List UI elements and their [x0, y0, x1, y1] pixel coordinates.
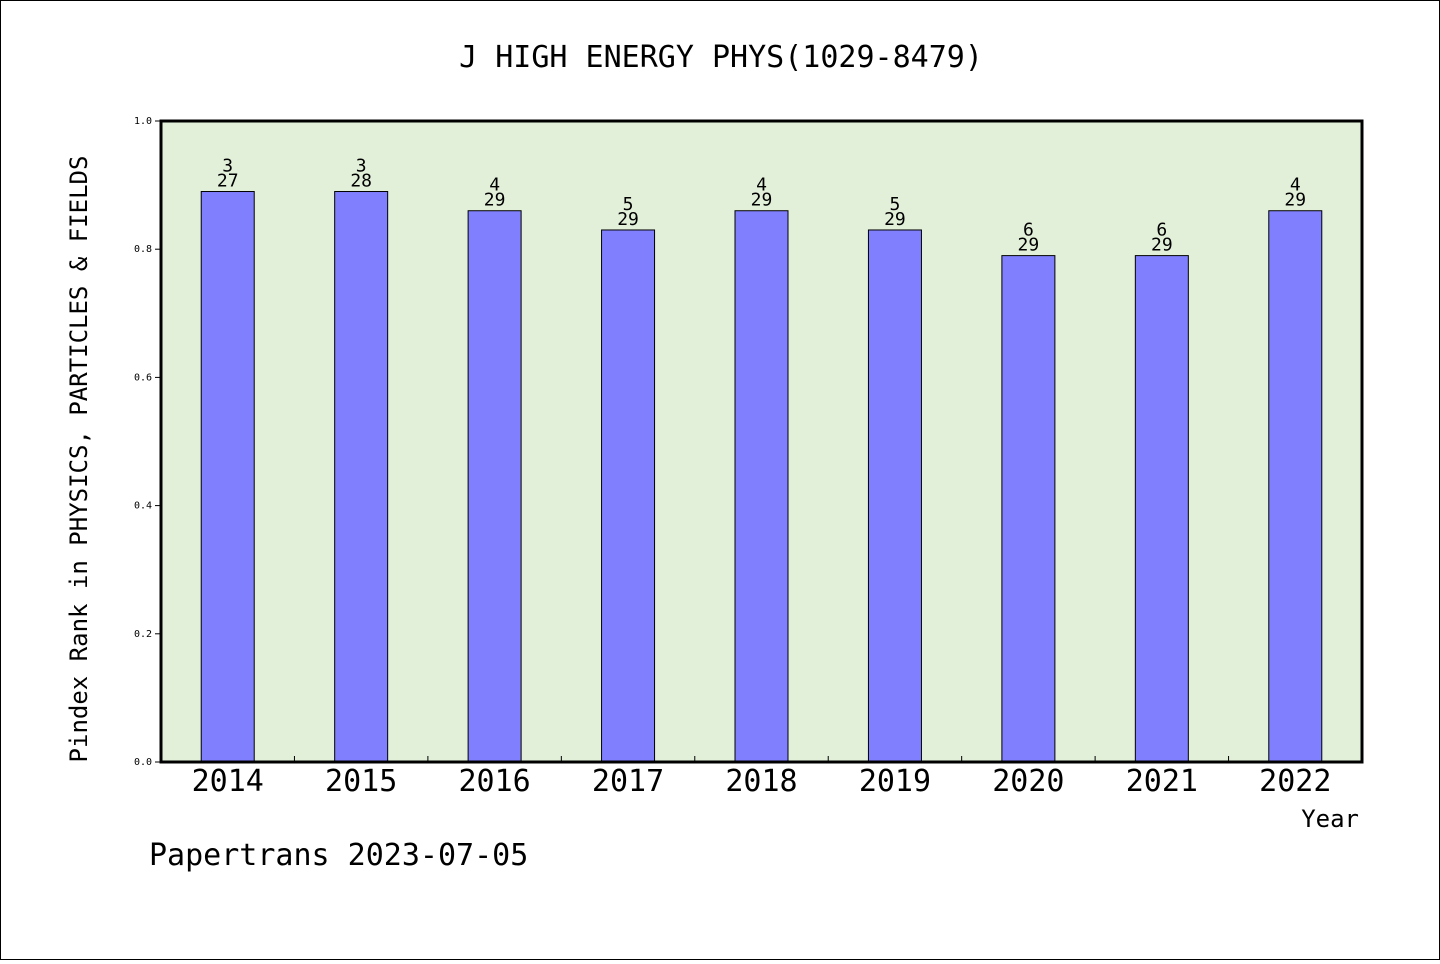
bar-2018	[734, 210, 789, 763]
bar-rank-label: 6	[1156, 220, 1167, 241]
bar-total-label: 27	[217, 171, 239, 192]
y-tick-label: 1.0	[134, 116, 152, 127]
bar-2015	[334, 191, 389, 763]
x-tick-label: 2017	[592, 764, 664, 799]
plot-border	[159, 119, 1364, 764]
bar-total-label: 29	[1284, 190, 1306, 211]
bar-rank-label: 3	[222, 156, 233, 177]
x-tick-label: 2022	[1259, 764, 1331, 799]
bar-total-label: 29	[884, 209, 906, 230]
bar-total-label: 29	[484, 190, 506, 211]
y-tick-label: 0.2	[134, 629, 152, 640]
x-tick-label: 2019	[859, 764, 931, 799]
bar-rank-label: 4	[756, 175, 767, 196]
bar-2021	[1134, 255, 1189, 763]
bar-total-label: 29	[1151, 235, 1173, 256]
bar-rank-label: 3	[356, 156, 367, 177]
bar-total-label: 29	[1018, 235, 1040, 256]
x-tick-label: 2018	[725, 764, 797, 799]
y-axis: 0.0 0.2 0.4 0.6 0.8 1.0	[134, 116, 161, 768]
x-tick-label: 2021	[1126, 764, 1198, 799]
bar-2020	[1001, 255, 1056, 763]
bar-rank-label: 4	[1290, 175, 1301, 196]
bar-2014	[200, 191, 255, 763]
bar-total-label: 29	[751, 190, 773, 211]
bar-total-label: 28	[350, 171, 372, 192]
bar-2019	[867, 229, 922, 763]
footer-credit: Papertrans 2023-07-05	[149, 838, 528, 873]
bar-2017	[601, 229, 656, 763]
x-tick-label: 2016	[458, 764, 530, 799]
x-axis: 2014 2015 2016 2017 2018 2019 2020 2021 2022	[192, 756, 1331, 799]
bar-rank-label: 4	[489, 175, 500, 196]
x-tick-label: 2015	[325, 764, 397, 799]
y-tick-label: 0.4	[134, 501, 152, 512]
y-tick-label: 0.6	[134, 372, 152, 383]
x-tick-label: 2014	[192, 764, 264, 799]
bar-2016	[467, 210, 522, 763]
bar-total-label: 29	[617, 209, 639, 230]
bar-2022	[1268, 210, 1323, 763]
x-axis-label: Year	[1301, 805, 1359, 833]
x-tick-label: 2020	[992, 764, 1064, 799]
y-axis-label: Pindex Rank in PHYSICS, PARTICLES & FIEL…	[65, 156, 93, 763]
bars-layer	[200, 191, 1323, 763]
bar-rank-label: 6	[1023, 220, 1034, 241]
bar-rank-label: 5	[623, 194, 634, 215]
y-tick-label: 0.8	[134, 244, 152, 255]
bar-rank-label: 5	[890, 194, 901, 215]
y-tick-label: 0.0	[134, 757, 152, 768]
chart-title: J HIGH ENERGY PHYS(1029-8479)	[459, 40, 983, 75]
